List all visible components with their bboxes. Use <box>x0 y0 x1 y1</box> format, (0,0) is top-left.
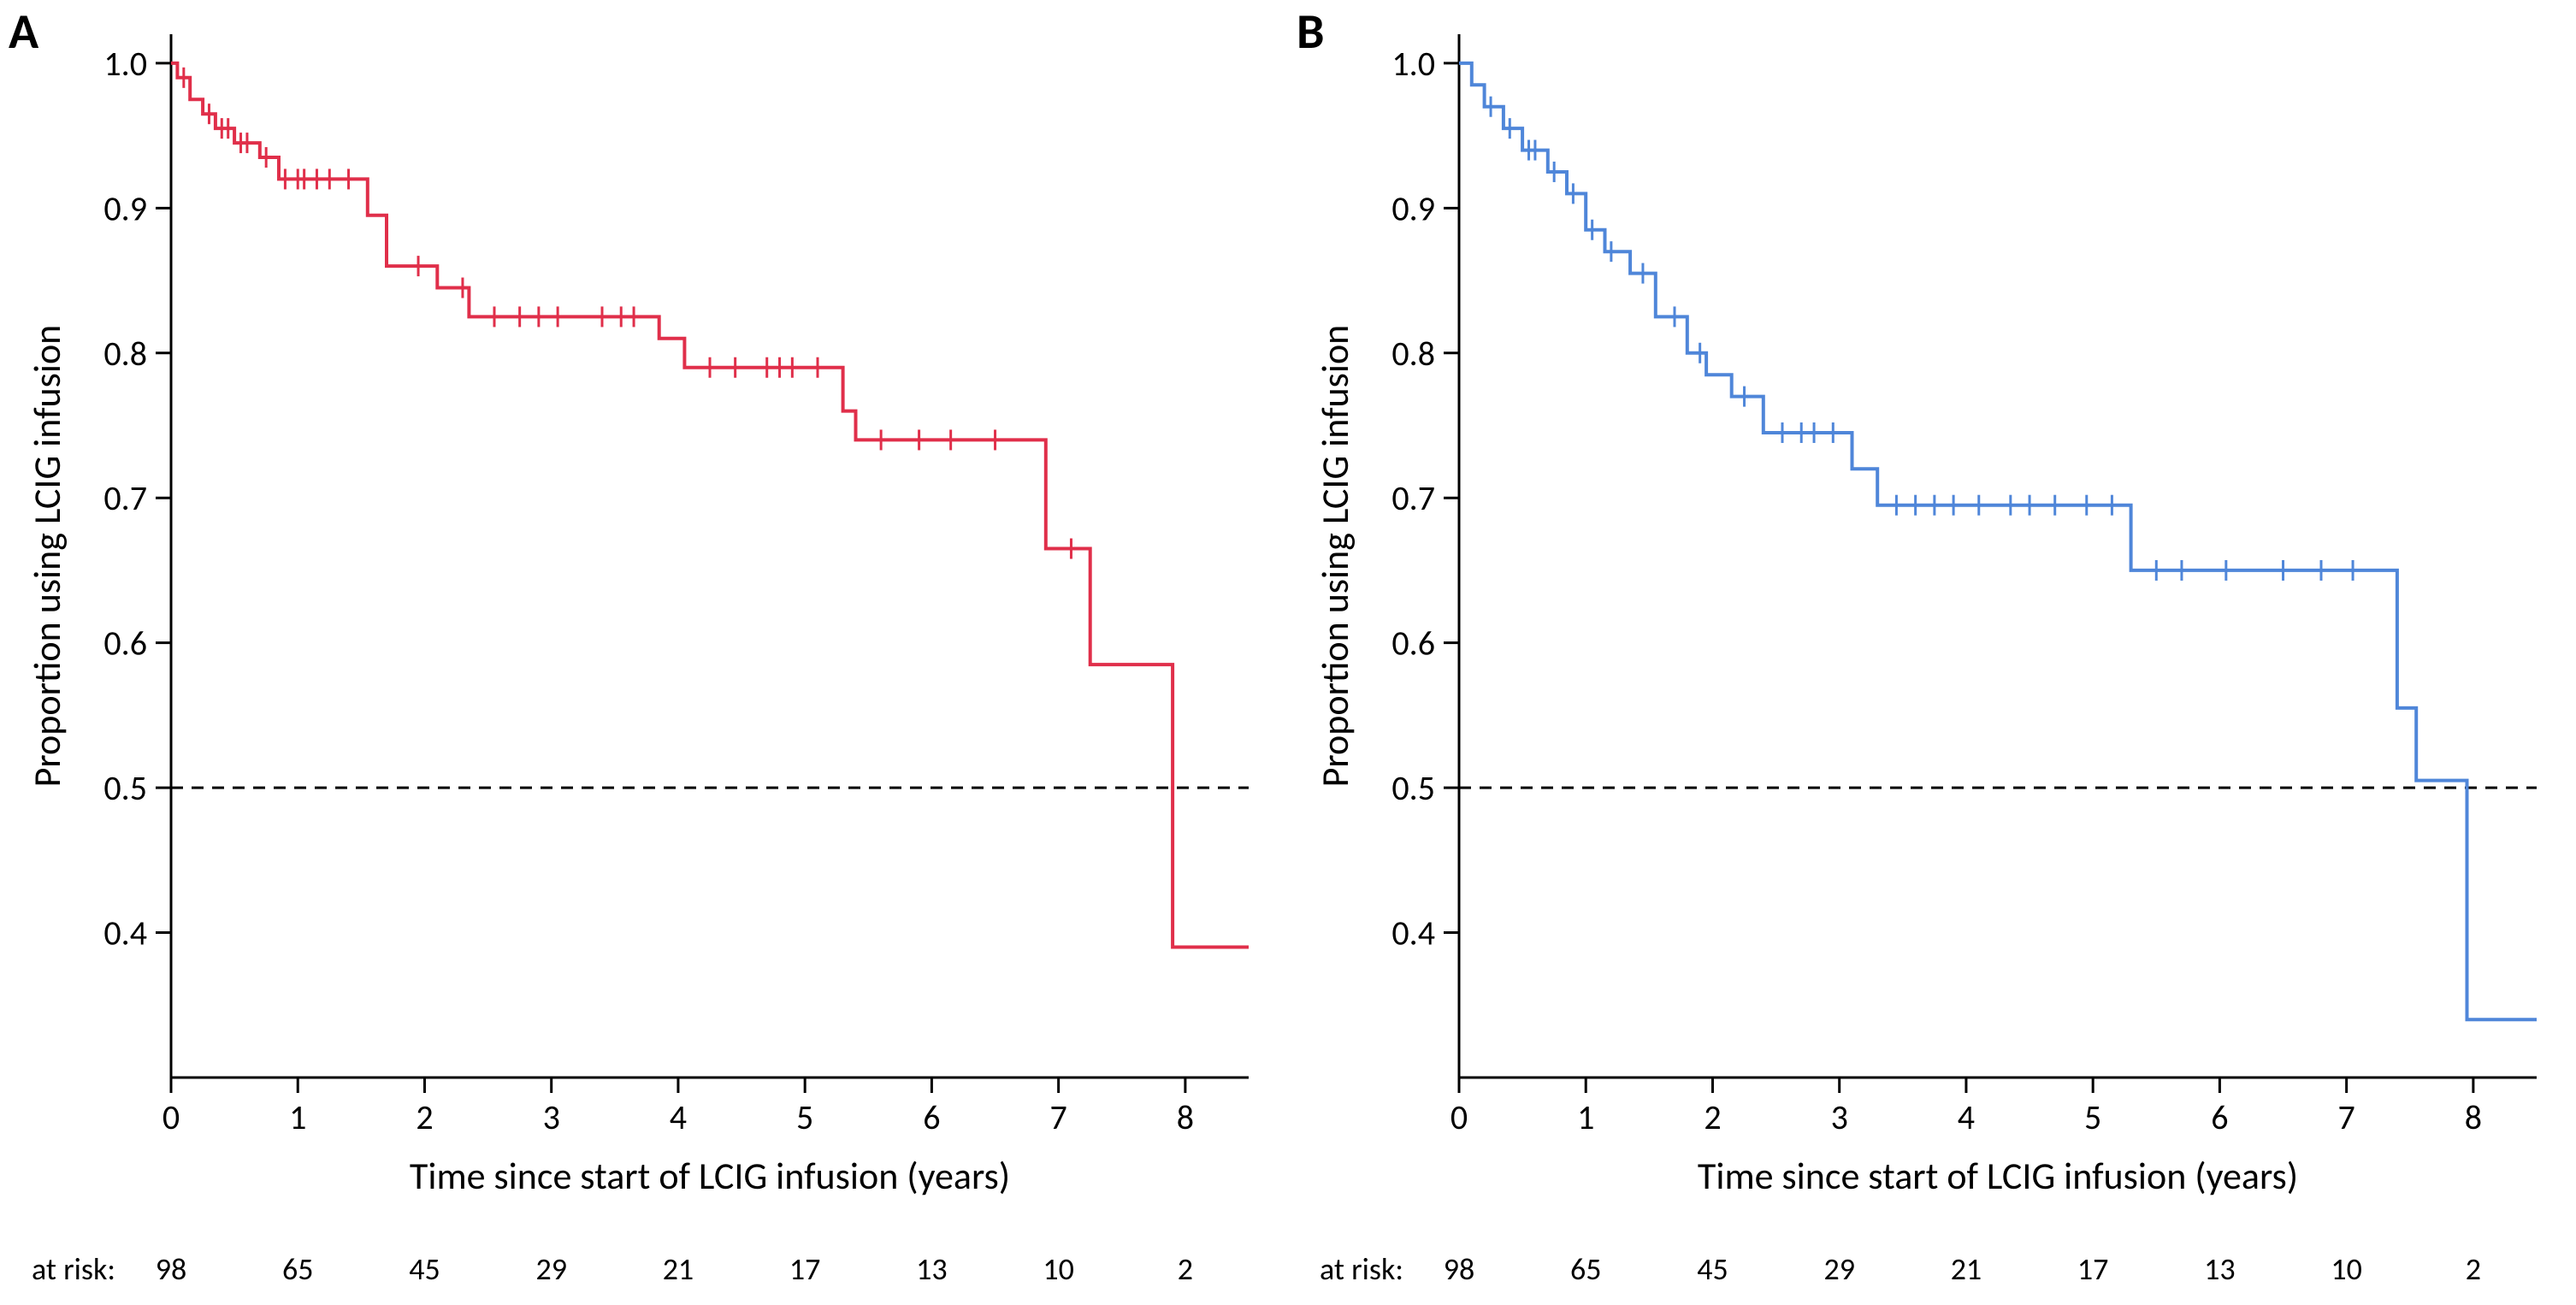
x-tick-label: 5 <box>796 1096 813 1138</box>
x-tick-label: 2 <box>416 1096 433 1138</box>
y-tick-label: 0.7 <box>103 477 147 519</box>
x-tick-label: 8 <box>1177 1096 1194 1138</box>
at-risk-value: 13 <box>916 1250 948 1288</box>
x-tick-label: 0 <box>162 1096 180 1138</box>
x-tick-label: 7 <box>2338 1096 2355 1138</box>
km-plot: A0.40.50.60.70.80.91.0012345678Time sinc… <box>0 0 1288 1305</box>
at-risk-value: 21 <box>663 1250 694 1288</box>
km-curve <box>171 63 1249 948</box>
at-risk-value: 10 <box>1043 1250 1074 1288</box>
x-axis-title: Time since start of LCIG infusion (years… <box>410 1153 1010 1199</box>
y-tick-label: 0.8 <box>1391 333 1435 375</box>
y-tick-label: 0.5 <box>103 767 147 809</box>
at-risk-label: at risk: <box>1320 1250 1403 1288</box>
x-axis-title: Time since start of LCIG infusion (years… <box>1698 1153 2298 1199</box>
panel-label: A <box>9 1 39 62</box>
at-risk-value: 45 <box>1697 1250 1728 1288</box>
panel-label: B <box>1297 1 1325 62</box>
at-risk-value: 45 <box>409 1250 440 1288</box>
x-tick-label: 8 <box>2465 1096 2482 1138</box>
at-risk-value: 2 <box>1178 1250 1193 1288</box>
y-axis-title: Proportion using LCIG infusion <box>1312 325 1358 788</box>
y-axis-title: Proportion using LCIG infusion <box>24 325 70 788</box>
figure-container: A0.40.50.60.70.80.91.0012345678Time sinc… <box>0 0 2576 1305</box>
at-risk-value: 65 <box>1570 1250 1602 1288</box>
panel-a: A0.40.50.60.70.80.91.0012345678Time sinc… <box>0 0 1288 1305</box>
at-risk-value: 65 <box>282 1250 314 1288</box>
x-tick-label: 3 <box>1831 1096 1848 1138</box>
km-plot: B0.40.50.60.70.80.91.0012345678Time sinc… <box>1288 0 2576 1305</box>
x-tick-label: 1 <box>289 1096 306 1138</box>
at-risk-value: 10 <box>2331 1250 2362 1288</box>
y-tick-label: 0.7 <box>1391 477 1435 519</box>
x-tick-label: 1 <box>1577 1096 1594 1138</box>
axis-frame <box>1459 34 2537 1078</box>
y-tick-label: 0.4 <box>1391 912 1435 954</box>
y-tick-label: 0.9 <box>103 187 147 229</box>
x-tick-label: 4 <box>670 1096 687 1138</box>
at-risk-label: at risk: <box>32 1250 115 1288</box>
y-tick-label: 0.6 <box>103 623 147 664</box>
at-risk-value: 29 <box>1823 1250 1855 1288</box>
y-tick-label: 0.8 <box>103 333 147 375</box>
x-tick-label: 0 <box>1450 1096 1468 1138</box>
at-risk-value: 98 <box>156 1250 187 1288</box>
y-tick-label: 0.4 <box>103 912 147 954</box>
at-risk-value: 98 <box>1444 1250 1475 1288</box>
x-tick-label: 6 <box>923 1096 940 1138</box>
x-tick-label: 2 <box>1704 1096 1721 1138</box>
at-risk-value: 17 <box>2077 1250 2109 1288</box>
axis-frame <box>171 34 1249 1078</box>
y-tick-label: 1.0 <box>103 43 147 85</box>
x-tick-label: 6 <box>2211 1096 2228 1138</box>
x-tick-label: 3 <box>543 1096 560 1138</box>
x-tick-label: 4 <box>1958 1096 1975 1138</box>
km-curve <box>1459 63 2537 1019</box>
panel-b: B0.40.50.60.70.80.91.0012345678Time sinc… <box>1288 0 2576 1305</box>
y-tick-label: 0.6 <box>1391 623 1435 664</box>
y-tick-label: 1.0 <box>1391 43 1435 85</box>
x-tick-label: 7 <box>1050 1096 1067 1138</box>
y-tick-label: 0.5 <box>1391 767 1435 809</box>
y-tick-label: 0.9 <box>1391 187 1435 229</box>
x-tick-label: 5 <box>2084 1096 2101 1138</box>
at-risk-value: 13 <box>2204 1250 2236 1288</box>
at-risk-value: 17 <box>789 1250 821 1288</box>
at-risk-value: 29 <box>535 1250 567 1288</box>
at-risk-value: 2 <box>2466 1250 2481 1288</box>
at-risk-value: 21 <box>1951 1250 1982 1288</box>
